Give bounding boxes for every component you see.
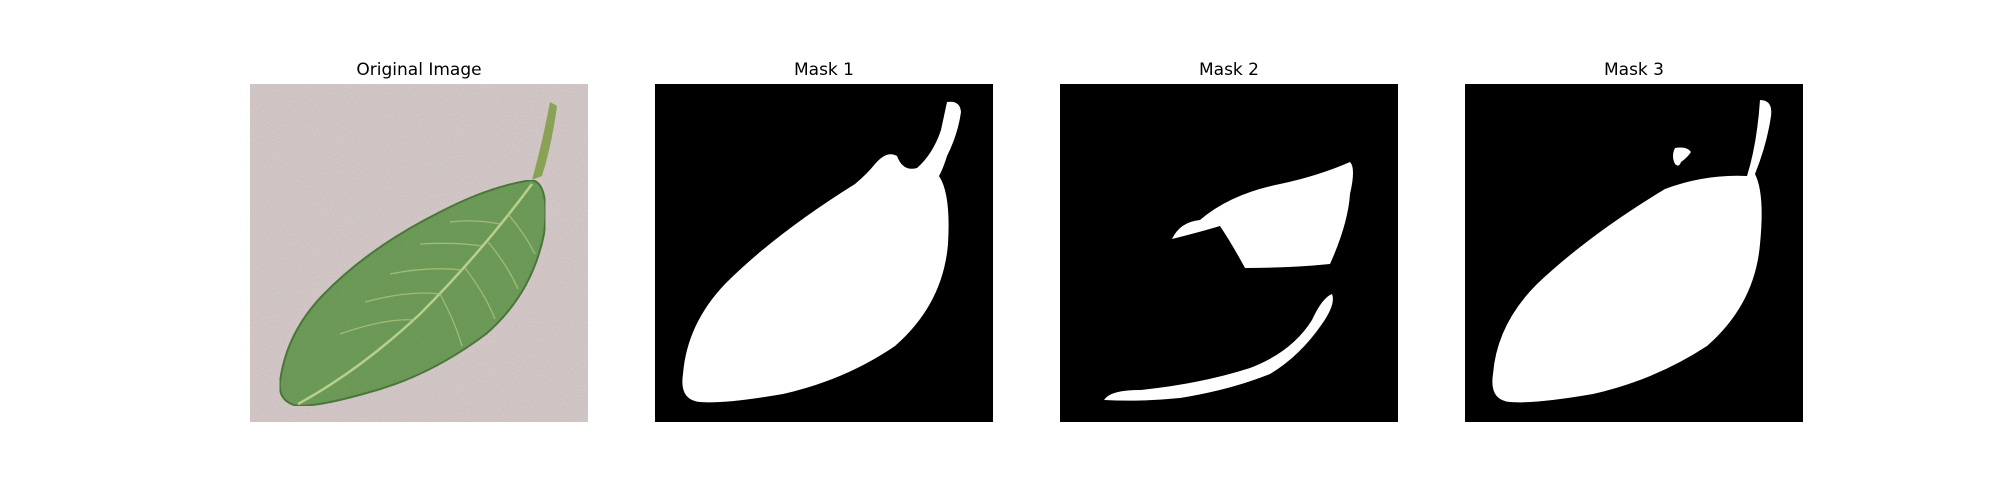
mask-3-image: [1465, 84, 1803, 422]
panel-mask-3: Mask 3: [1465, 56, 1803, 422]
panel-title: Mask 2: [1060, 56, 1398, 84]
panel-title: Mask 3: [1465, 56, 1803, 84]
panel-title: Original Image: [250, 56, 588, 84]
original-leaf-image: [250, 84, 588, 422]
panel-title: Mask 1: [655, 56, 993, 84]
mask-background: [1060, 84, 1398, 422]
panel-mask-2: Mask 2: [1060, 56, 1398, 422]
panel-original-image: Original Image: [250, 56, 588, 422]
panel-mask-1: Mask 1: [655, 56, 993, 422]
mask-1-image: [655, 84, 993, 422]
mask-2-image: [1060, 84, 1398, 422]
